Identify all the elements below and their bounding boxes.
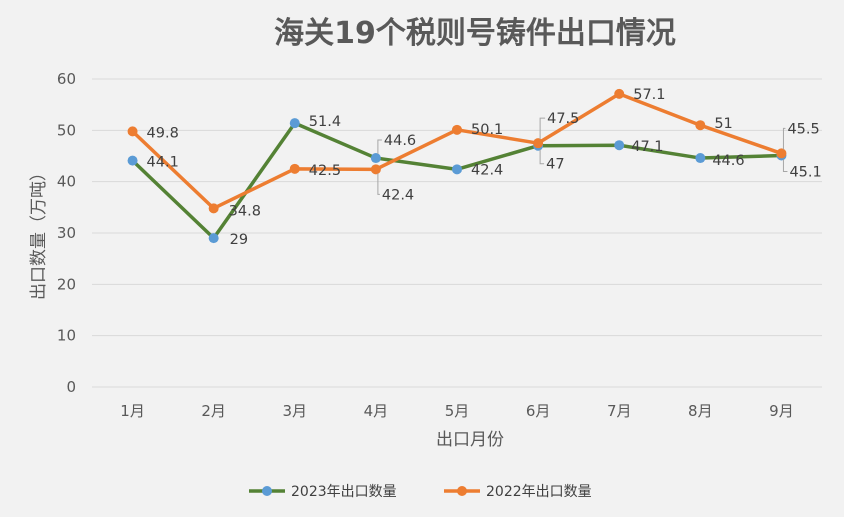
data-point: [533, 138, 544, 149]
y-tick-label: 50: [57, 121, 76, 139]
data-label: 51: [714, 116, 732, 132]
label-leader-line: [539, 117, 546, 140]
x-tick-label: 8月: [688, 402, 713, 420]
data-label: 47: [546, 157, 564, 173]
data-point: [289, 163, 300, 174]
data-point: [208, 203, 219, 214]
data-label: 45.1: [789, 164, 821, 180]
data-point: [614, 88, 625, 99]
data-point: [695, 120, 706, 131]
data-point: [127, 155, 138, 166]
data-label: 44.6: [384, 133, 416, 149]
x-tick-label: 2月: [201, 402, 226, 420]
data-label: 29: [230, 232, 248, 248]
x-axis-title: 出口月份: [436, 430, 504, 450]
label-leader-line: [377, 139, 382, 155]
series-line-1: [130, 92, 784, 211]
data-labels: 44.1 29 51.4 44.6 42.4 47 47.1 44.6 45.1 49.8 34.8…: [147, 87, 822, 248]
data-label: 57.1: [633, 87, 665, 103]
series-line-0: [130, 121, 784, 240]
y-tick-label: 30: [57, 224, 76, 242]
data-point: [614, 140, 625, 151]
y-tick-label: 60: [57, 70, 76, 88]
data-point: [452, 124, 462, 135]
y-tick-label: 10: [57, 327, 76, 345]
legend-label: 2023年出口数量: [291, 484, 397, 500]
y-axis-ticks: 0 10 20 30 40 50 60: [57, 70, 76, 396]
label-leader-line: [377, 173, 380, 195]
data-label: 42.5: [309, 163, 341, 179]
data-label: 50.1: [471, 122, 503, 138]
legend-marker: [457, 486, 467, 496]
data-label: 45.5: [787, 121, 819, 137]
x-tick-label: 7月: [607, 402, 632, 420]
x-tick-label: 9月: [769, 402, 794, 420]
data-point: [208, 233, 219, 244]
y-tick-label: 0: [66, 378, 76, 396]
label-leaders: [377, 117, 788, 195]
data-label: 47.5: [547, 111, 579, 127]
x-tick-label: 5月: [445, 402, 470, 420]
x-axis-ticks: 1月 2月 3月 4月 5月 6月 7月 8月 9月: [120, 402, 793, 420]
data-label: 42.4: [471, 162, 503, 178]
legend-label: 2022年出口数量: [486, 484, 592, 500]
data-point: [695, 153, 706, 164]
y-tick-label: 40: [57, 173, 76, 191]
data-point: [127, 126, 138, 137]
data-point: [289, 118, 300, 129]
x-tick-label: 3月: [283, 402, 308, 420]
legend-marker: [262, 486, 272, 496]
x-tick-label: 1月: [120, 402, 145, 420]
data-label: 44.6: [712, 153, 744, 169]
data-point: [776, 148, 787, 159]
y-axis-title: 出口数量（万吨）: [29, 164, 49, 300]
data-label: 42.4: [382, 187, 414, 203]
label-leader-line: [539, 149, 545, 165]
data-label: 34.8: [229, 203, 261, 219]
x-tick-label: 6月: [526, 402, 551, 420]
label-leader-line: [782, 159, 788, 172]
data-point: [370, 164, 381, 175]
x-tick-label: 4月: [364, 402, 389, 420]
data-label: 51.4: [309, 114, 341, 130]
data-point: [452, 164, 462, 175]
label-leader-line: [782, 127, 786, 150]
series-layer: [127, 88, 787, 244]
y-tick-label: 20: [57, 275, 76, 293]
data-label: 47.1: [631, 139, 663, 155]
data-label: 49.8: [147, 125, 179, 141]
data-label: 44.1: [147, 155, 179, 171]
chart-title: 海关19个税则号铸件出口情况: [274, 16, 676, 51]
legend: 2023年出口数量 2022年出口数量: [249, 484, 592, 500]
data-point: [370, 153, 381, 164]
